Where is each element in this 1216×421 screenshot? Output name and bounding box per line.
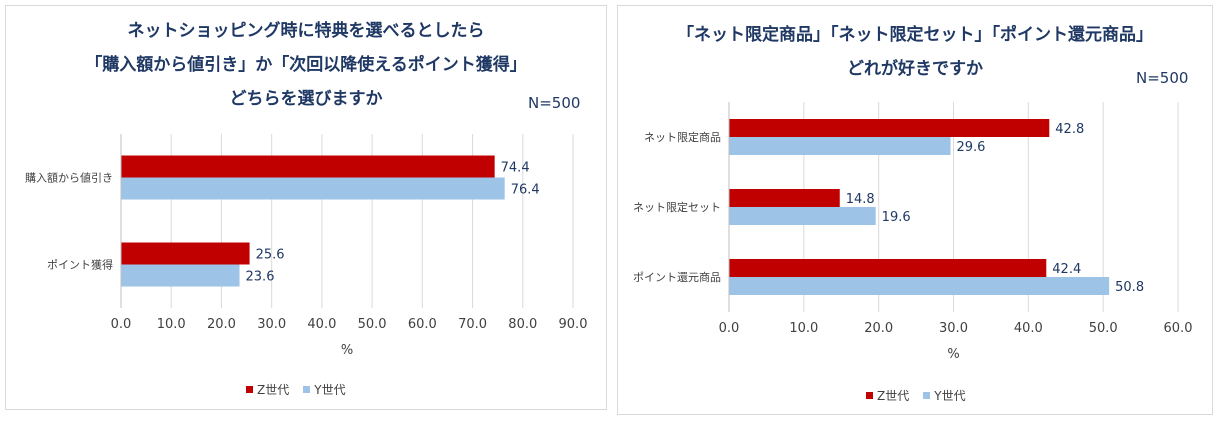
category-label: ネット限定商品: [644, 130, 721, 144]
bar-y: [121, 264, 240, 287]
bar-chart-2: 0.0 10.0 20.0 30.0 40.0 50.0 60.0% ネット限定商品 42.8 2…: [633, 102, 1193, 362]
x-axis-label: %: [341, 343, 353, 358]
legend-label-y: Y世代: [314, 383, 346, 397]
data-label-y: 50.8: [1115, 280, 1144, 295]
data-label-y: 29.6: [957, 140, 986, 155]
x-tick-label: 20.0: [864, 321, 893, 336]
data-label-z: 25.6: [256, 248, 285, 263]
x-tick-label: 70.0: [458, 317, 487, 332]
legend-item-z: Z世代: [246, 381, 289, 398]
bar-z: [121, 242, 250, 265]
x-tick-label: 20.0: [207, 317, 236, 332]
category-label: ネット限定セット: [633, 200, 721, 214]
legend-item-z: Z世代: [866, 387, 909, 404]
data-label-y: 23.6: [246, 270, 275, 285]
x-tick-label: 30.0: [257, 317, 286, 332]
chart-panel-discount-vs-points: ネットショッピング時に特典を選べるとしたら 「購入額から値引き」か「次回以降使え…: [5, 5, 607, 410]
legend-item-y: Y世代: [923, 387, 966, 404]
legend-label-z: Z世代: [877, 389, 910, 403]
x-tick-label: 90.0: [559, 317, 588, 332]
chart-panel-product-preference: 「ネット限定商品」「ネット限定セット」「ポイント還元商品」 どれが好きですか N…: [617, 5, 1213, 415]
chart-legend: Z世代 Y世代: [246, 381, 346, 398]
legend-swatch-z: [866, 392, 873, 399]
bar-y: [729, 277, 1110, 295]
bar-z: [729, 189, 840, 207]
data-label-z: 42.4: [1052, 262, 1081, 277]
x-tick-label: 60.0: [408, 317, 437, 332]
chart-title-line-2: 「購入額から値引き」か「次回以降使えるポイント獲得」: [85, 55, 527, 75]
x-tick-label: 40.0: [307, 317, 336, 332]
legend-swatch-y: [923, 392, 931, 399]
x-tick-label: 10.0: [789, 321, 818, 336]
legend-label-z: Z世代: [257, 383, 290, 397]
x-tick-label: 30.0: [939, 321, 968, 336]
bar-y: [729, 207, 876, 225]
data-label-z: 74.4: [501, 161, 530, 176]
legend-swatch-y: [303, 386, 311, 393]
bar-y: [729, 137, 951, 155]
x-axis-label: %: [947, 347, 959, 362]
chart-title-line-1: ネットショッピング時に特典を選べるとしたら: [127, 21, 485, 41]
bar-chart-1: 0.0 10.0 20.0 30.0 40.0 50.0 60.0 70.0 80.0 90.0%…: [25, 134, 588, 358]
data-label-z: 42.8: [1055, 122, 1084, 137]
legend-swatch-z: [246, 386, 253, 393]
bar-z: [729, 119, 1050, 137]
bar-z: [121, 155, 495, 178]
chart-title-line-1: 「ネット限定商品」「ネット限定セット」「ポイント還元商品」: [677, 25, 1153, 45]
sample-size-label: N=500: [1136, 69, 1189, 87]
x-tick-label: 10.0: [157, 317, 186, 332]
x-tick-label: 40.0: [1014, 321, 1043, 336]
data-label-y: 19.6: [882, 210, 911, 225]
bar-z: [729, 259, 1047, 277]
chart-title-line-3: どちらを選びますか: [229, 89, 383, 109]
legend-label-y: Y世代: [934, 389, 966, 403]
data-label-z: 14.8: [846, 192, 875, 207]
x-tick-label: 0.0: [719, 321, 740, 336]
bar-y: [121, 177, 505, 200]
category-label: ポイント還元商品: [633, 270, 721, 284]
x-tick-label: 50.0: [1089, 321, 1118, 336]
x-tick-label: 60.0: [1164, 321, 1193, 336]
x-tick-label: 50.0: [358, 317, 387, 332]
sample-size-label: N=500: [528, 94, 581, 112]
legend-item-y: Y世代: [303, 381, 346, 398]
x-tick-label: 0.0: [111, 317, 132, 332]
x-tick-label: 80.0: [508, 317, 537, 332]
chart-legend: Z世代 Y世代: [866, 387, 966, 404]
data-label-y: 76.4: [511, 183, 540, 198]
category-label: 購入額から値引き: [25, 171, 113, 185]
chart-title-line-2: どれが好きですか: [847, 59, 983, 79]
category-label: ポイント獲得: [47, 259, 113, 272]
